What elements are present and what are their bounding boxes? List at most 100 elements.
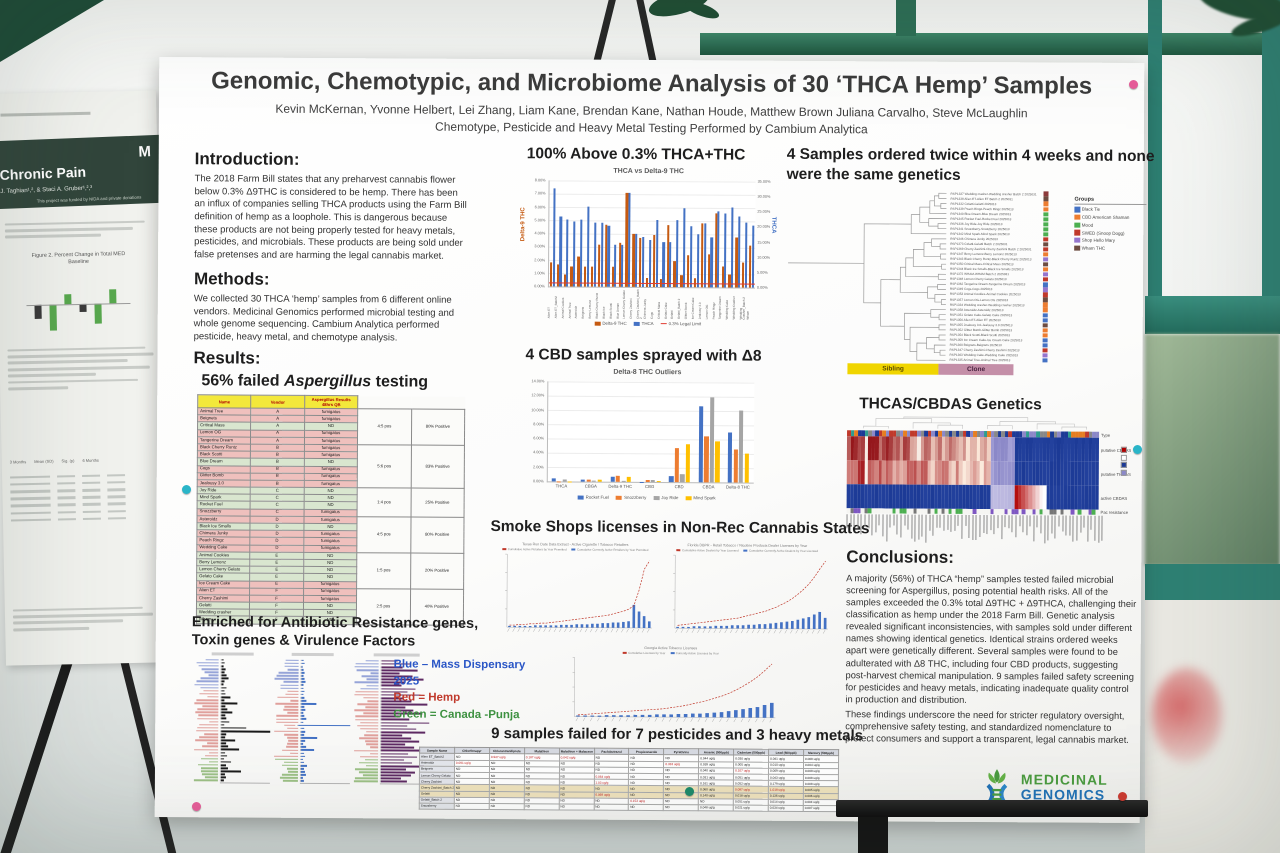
table-row-blur	[10, 495, 158, 501]
row-label-blur	[285, 659, 299, 662]
column-label-blur	[1087, 515, 1089, 542]
row-label-blur	[356, 669, 379, 671]
row-label-blur	[289, 752, 299, 754]
column-label-blur	[932, 514, 934, 536]
bar	[381, 746, 414, 749]
row-label	[274, 702, 300, 705]
row-label-blur	[282, 764, 299, 767]
legend-swatch	[660, 322, 667, 325]
column-label-blur	[1029, 515, 1031, 526]
row-label	[354, 700, 380, 702]
row-label	[354, 771, 380, 774]
row-label: Pac resistance	[1100, 509, 1129, 515]
tick: 25.00%	[757, 209, 771, 215]
row-label	[194, 767, 220, 769]
row-label	[194, 770, 220, 773]
group-positives: 4:5 pos	[357, 408, 412, 445]
group-color-chip	[1042, 287, 1048, 292]
row-label	[274, 712, 300, 714]
leaf-label: RSP1362 Tangerine Dream-Tangerine Dream …	[949, 282, 1026, 287]
legend-swatch	[1120, 454, 1127, 461]
y-axis-ticks: 0.00% 2.00% 4.00% 6.00% 8.00% 10.00% 12.00% 14.…	[527, 379, 546, 484]
legend-item: Shop Hello Mary	[1074, 237, 1146, 244]
bar	[380, 765, 424, 768]
row-label	[194, 776, 220, 779]
row-label	[274, 780, 300, 782]
column-label-blur	[1101, 515, 1103, 542]
legend-label: Mood	[1081, 222, 1094, 228]
bar	[680, 474, 685, 483]
chart-legend: Delta-9 THC THCA 0.3% Legal Limit	[518, 320, 778, 327]
bar	[301, 715, 305, 717]
table-row-blur	[10, 473, 158, 479]
legend-item: Delta-9 THC	[594, 321, 627, 326]
row-plot	[220, 662, 271, 665]
row-label-blur	[200, 677, 219, 680]
plot-area	[572, 657, 776, 723]
column-label-blur	[947, 514, 949, 531]
row-plot	[220, 724, 271, 727]
legend-swatch	[1074, 237, 1080, 244]
heatmap-row	[846, 436, 1100, 462]
group-color-chip	[1043, 267, 1049, 272]
table-row-blur	[10, 502, 159, 508]
row-label	[355, 678, 381, 681]
sibling-segment: Sibling	[847, 363, 939, 375]
bar	[301, 755, 306, 758]
table-row-blur	[10, 509, 159, 515]
row-label-blur	[275, 702, 299, 705]
tick: 0.00%	[532, 479, 544, 484]
row-label-blur	[354, 666, 379, 668]
group-color-chip	[1042, 302, 1048, 308]
row-plot	[300, 693, 351, 696]
table-cell-blur	[57, 517, 76, 521]
x-tick-label: Black Cherry Runtz	[595, 292, 599, 319]
bar	[301, 678, 305, 680]
column-label-blur	[950, 514, 952, 532]
left-poster: Chronic Pain J. Taghian¹,², & Staci A. G…	[0, 90, 168, 666]
row-plot	[299, 767, 350, 770]
tick: 6.00%	[533, 436, 545, 441]
antibiotic-heading: Enriched for Antibiotic Resistance genes…	[191, 614, 479, 650]
row-label	[194, 751, 220, 754]
row-label	[275, 674, 301, 677]
bar-thca	[586, 206, 590, 287]
x-tick-label: Alien ET_Batch2	[554, 296, 558, 319]
bar	[221, 671, 225, 674]
row-label	[274, 690, 300, 693]
column-label-blur	[853, 514, 855, 527]
group-color-chip	[1042, 282, 1048, 287]
group-color-chip	[1042, 277, 1048, 282]
row-label-blur	[367, 700, 379, 702]
table-cell-blur	[57, 510, 76, 514]
legend-swatch	[1074, 245, 1080, 251]
group-positives: 1:5 pos	[356, 552, 411, 589]
row-label-blur	[287, 727, 299, 730]
table-cell-blur	[82, 481, 101, 485]
leaf-label: RSP1337 Wedding crasher-Wedding crasher …	[950, 191, 1037, 196]
bar	[301, 681, 306, 683]
bar	[221, 727, 247, 729]
row-plot	[300, 671, 351, 674]
legend-label: 0.3% Legal Limit	[668, 321, 702, 327]
aspergillus-table: Name Vendor Aspergillus Results 48hrs QB An…	[196, 394, 465, 625]
y-axis-ticks-left: 0.00% 1.00% 2.00% 3.00% 4.00% 5.00% 6.00% 7.00%…	[528, 178, 547, 288]
row-label	[195, 662, 221, 664]
row-plot	[300, 696, 351, 699]
row-label-blur	[361, 675, 379, 678]
legend-swatch	[594, 321, 601, 326]
column-label-blur	[1018, 515, 1021, 527]
row-label	[195, 665, 221, 667]
bar	[674, 447, 680, 483]
table-cell: 0.021 ug/g	[733, 804, 769, 812]
bar	[380, 771, 416, 774]
tick: 8.00%	[533, 422, 545, 427]
row-label	[274, 767, 300, 770]
group-color-chip	[1043, 252, 1049, 257]
bar	[301, 721, 304, 724]
pushpin	[1133, 445, 1142, 454]
bar	[220, 776, 227, 779]
leaf-label: RSP1338 Alien ET-Alien ET Batch 2 202503…	[950, 196, 1013, 201]
row-label	[194, 705, 220, 708]
row-label	[194, 683, 220, 686]
